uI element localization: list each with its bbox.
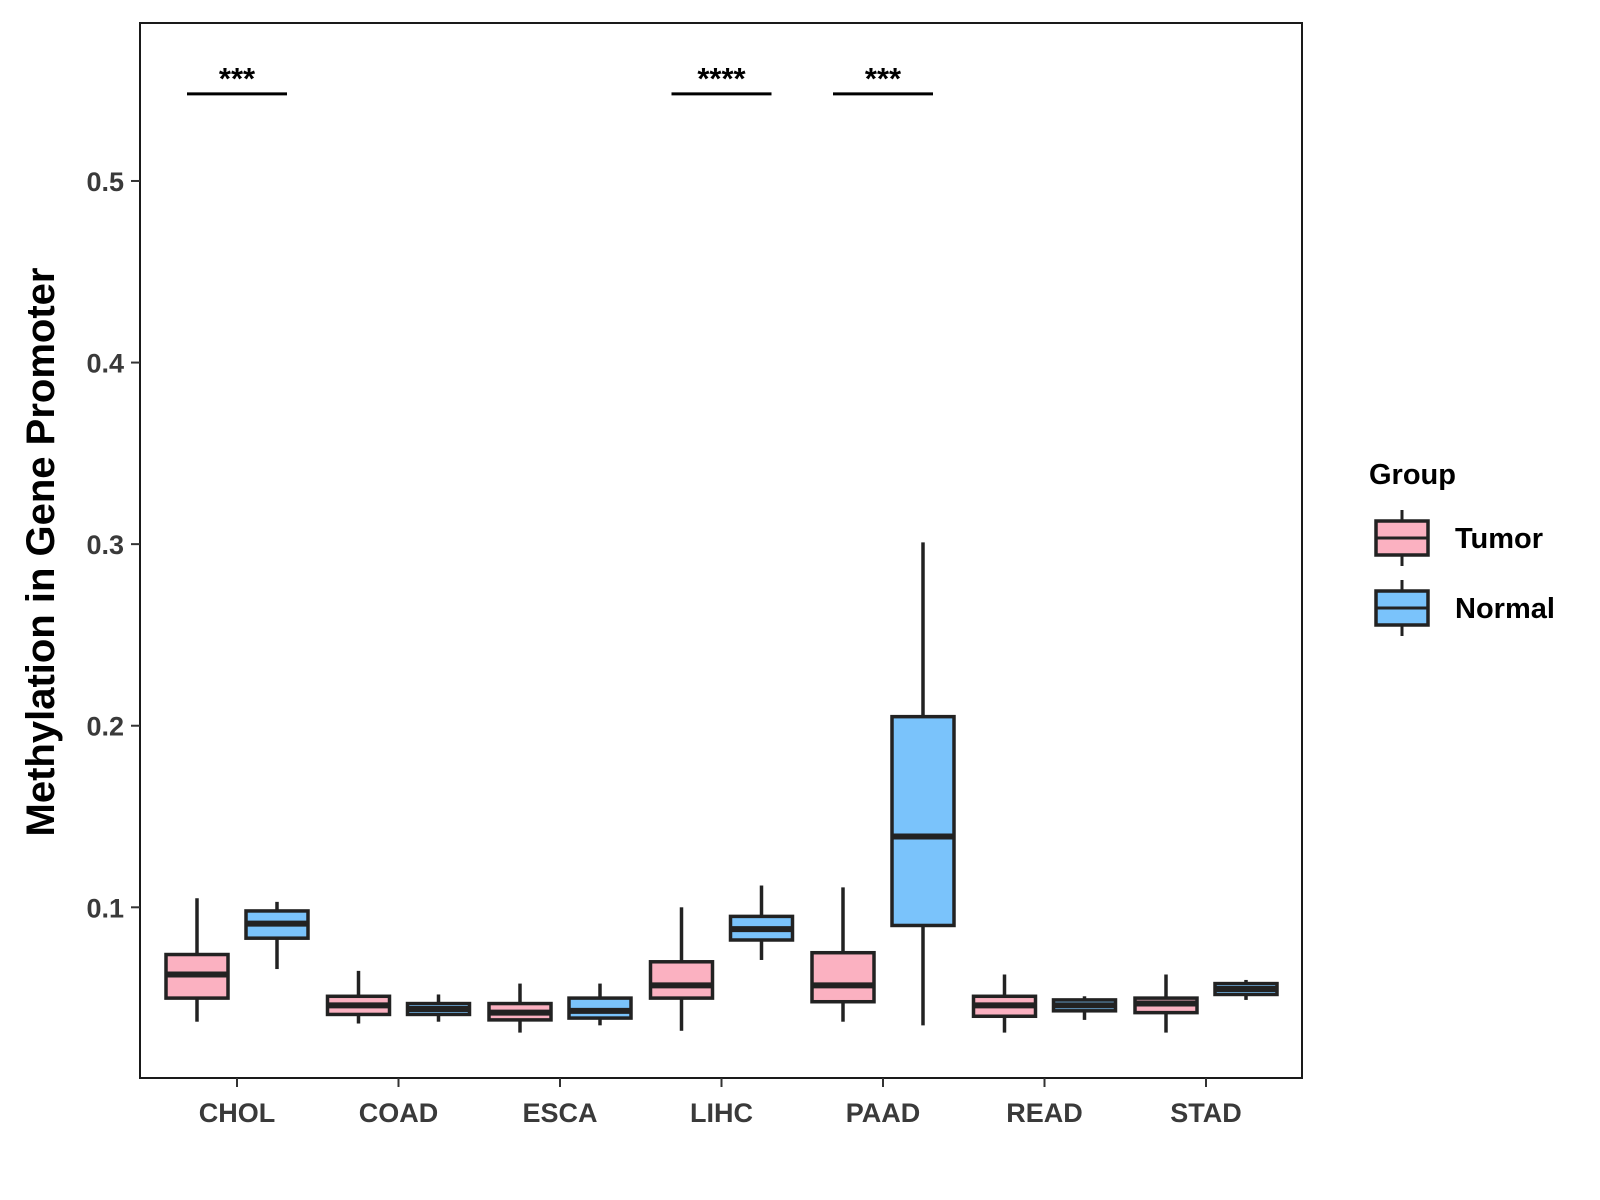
- x-tick-label: PAAD: [846, 1098, 921, 1128]
- y-tick-label: 0.5: [86, 167, 124, 197]
- x-tick-label: ESCA: [522, 1098, 597, 1128]
- x-tick-label: LIHC: [690, 1098, 753, 1128]
- x-tick-label: CHOL: [199, 1098, 276, 1128]
- y-axis-title: Methylation in Gene Promoter: [19, 268, 63, 837]
- x-tick-label: READ: [1006, 1098, 1083, 1128]
- legend-title: Group: [1369, 459, 1456, 491]
- y-tick-label: 0.1: [86, 893, 124, 923]
- y-tick-label: 0.4: [86, 349, 124, 379]
- significance-label-lihc: ****: [697, 61, 746, 96]
- plot-panel: [139, 22, 1303, 1079]
- y-tick-label: 0.3: [86, 530, 124, 560]
- box-tumor-lihc-iqr: [648, 960, 715, 1000]
- box-tumor-paad-iqr: [810, 950, 876, 1004]
- chart-marks: 0.1 0.2 0.3 0.4 0.5 CHOL COAD ESCA LIHC PAAD READ S…: [86, 61, 1279, 1128]
- legend-label-normal: Normal: [1455, 593, 1555, 625]
- y-tick-label: 0.2: [86, 712, 124, 742]
- significance-label-chol: ***: [219, 61, 256, 96]
- legend-keys: Tumor Normal: [1374, 510, 1555, 636]
- x-tick-label: STAD: [1170, 1098, 1242, 1128]
- legend-label-tumor: Tumor: [1455, 523, 1543, 555]
- legend: Group Tumor Normal: [1369, 459, 1555, 636]
- x-tick-label: COAD: [359, 1098, 439, 1128]
- box-normal-paad-iqr: [890, 714, 956, 928]
- significance-label-paad: ***: [865, 61, 902, 96]
